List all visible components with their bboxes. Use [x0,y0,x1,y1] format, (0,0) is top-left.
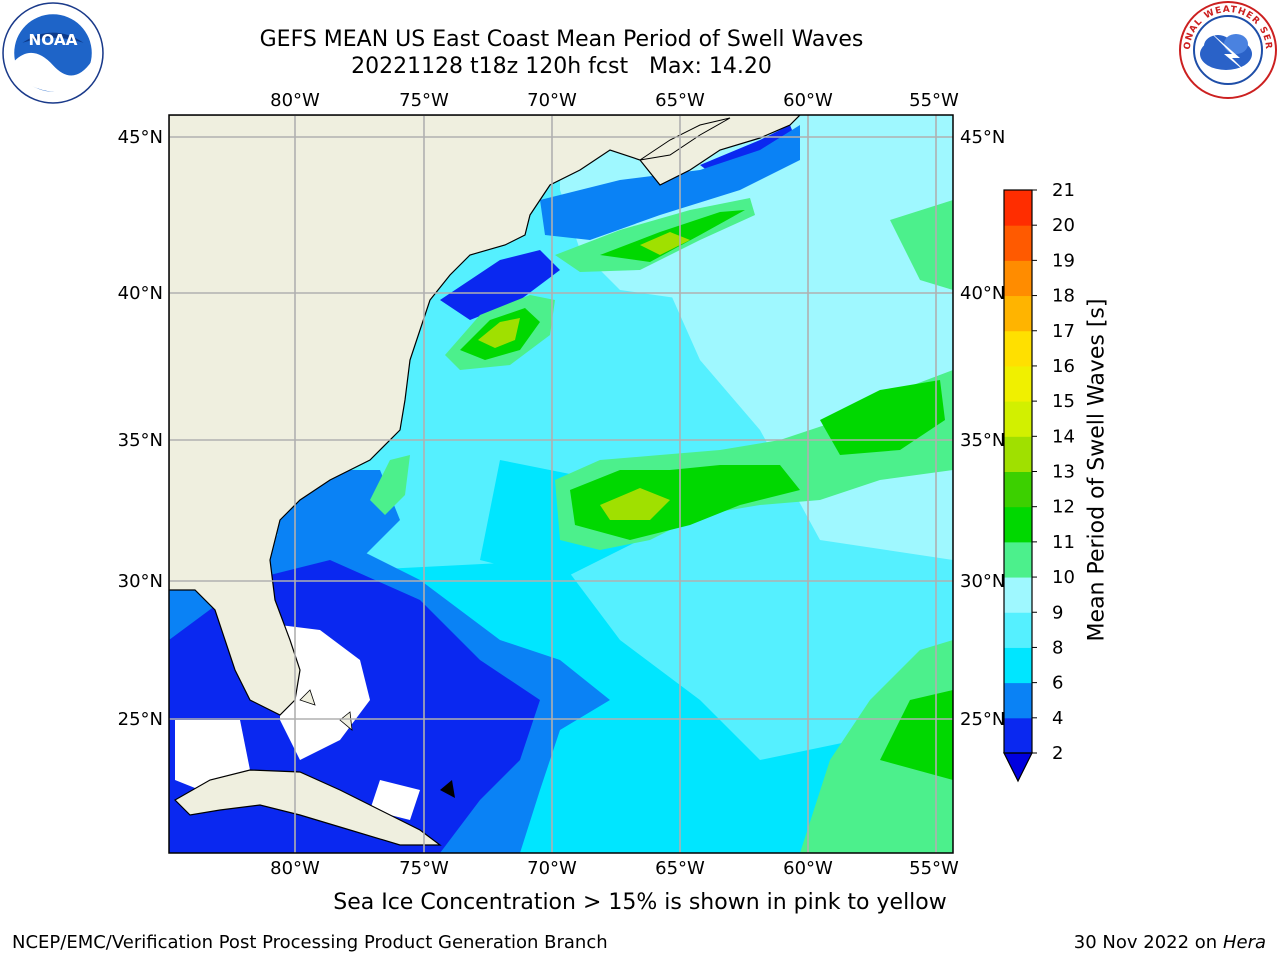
colorbar-segment [1004,647,1032,684]
lat-label: 35°N [118,430,163,451]
colorbar-segment [1004,717,1032,754]
lat-label: 30°N [960,571,1005,592]
cuba-shelf [175,720,250,790]
colorbar-segment [1004,330,1032,367]
lon-label: 70°W [527,858,577,879]
colorbar-segment [1004,401,1032,437]
colorbar-segment [1004,225,1032,261]
lon-label: 55°W [909,90,959,111]
lon-label: 65°W [655,858,705,879]
lon-labels-top: 80°W 75°W 70°W 65°W 60°W 55°W [270,90,959,111]
region-10s-se [800,640,953,853]
colorbar-extend-arrow [1003,752,1033,783]
colorbar-tick-label: 2 [1052,743,1063,764]
region-10s-coast [370,455,410,515]
region-11s-east [820,380,945,455]
colorbar-segment [1004,682,1032,719]
colorbar: 2 4 6 8 9 10 11 12 13 14 15 16 17 18 19 20 21 [1003,180,1075,783]
colorbar-tick-label: 13 [1052,462,1075,483]
colorbar-segment [1004,577,1032,613]
shelf-patch [370,780,420,820]
colorbar-tick-label: 17 [1052,321,1075,342]
map-field [169,115,953,853]
colorbar-tick-label: 21 [1052,180,1075,201]
region-2s-north [440,250,560,320]
colorbar-segment [1004,190,1032,226]
region-10s-ne [890,200,953,290]
footer-date-text: 30 Nov 2022 on [1073,932,1218,953]
lat-label: 25°N [960,709,1005,730]
colorbar-segment [1004,612,1032,648]
lat-labels-left: 45°N 40°N 35°N 30°N 25°N [118,127,163,730]
footer-date: 30 Nov 2022 on Hera [1074,932,1266,953]
lon-label: 70°W [527,90,577,111]
colorbar-segment [1004,506,1032,543]
chart-title: GEFS MEAN US East Coast Mean Period of S… [259,27,864,52]
lon-label: 80°W [270,90,320,111]
nws-logo: NATIONAL WEATHER SERVICE [1178,0,1277,99]
colorbar-tick-label: 20 [1052,215,1075,236]
region-13s-north [640,232,690,255]
lat-label: 30°N [118,571,163,592]
colorbar-tick-label: 12 [1052,497,1075,518]
lon-label: 75°W [399,858,449,879]
region-11s-se [880,690,953,780]
lat-label: 40°N [960,283,1005,304]
colorbar-tick-label: 16 [1052,356,1075,377]
colorbar-tick-label: 19 [1052,250,1075,271]
region-4s-north [540,125,800,240]
colorbar-segment [1004,541,1032,578]
map-frame [168,114,954,854]
lon-label: 65°W [655,90,705,111]
sea-ice-caption: Sea Ice Concentration > 15% is shown in … [333,890,947,915]
footer-machine: Hera [1222,932,1266,953]
region-4s-coast [270,470,400,560]
footer-credit: NCEP/EMC/Verification Post Processing Pr… [12,932,608,953]
colorbar-tick-label: 11 [1052,532,1075,553]
lat-labels-right: 45°N 40°N 35°N 30°N 25°N [960,127,1005,730]
north-america-land [169,115,801,716]
colorbar-segment [1004,260,1032,297]
region-13s-32n [600,488,670,520]
chart-subtitle: 20221128 t18z 120h fcst Max: 14.20 [351,54,772,79]
region-11s-32n [570,465,800,540]
lon-label: 80°W [270,858,320,879]
colorbar-tick-label: 6 [1052,673,1063,694]
colorbar-tick-label: 14 [1052,426,1075,447]
lon-labels-bottom: 80°W 75°W 70°W 65°W 60°W 55°W [270,858,959,879]
colorbar-segment [1004,436,1032,472]
lat-label: 45°N [960,127,1005,148]
colorbar-segment [1004,471,1032,508]
lat-label: 35°N [960,430,1005,451]
lon-label: 75°W [399,90,449,111]
colorbar-tick-label: 4 [1052,708,1063,729]
noaa-logo-text: NOAA [28,31,77,49]
lon-label: 60°W [783,90,833,111]
colorbar-segment [1004,295,1032,332]
colorbar-tick-label: 15 [1052,391,1075,412]
cuba-land [174,769,442,846]
lon-label: 60°W [783,858,833,879]
colorbar-tick-label: 8 [1052,637,1063,658]
lon-label: 55°W [909,858,959,879]
nova-scotia [639,117,731,161]
lat-label: 40°N [118,283,163,304]
caribbean-island [440,780,455,798]
bahamas-island [299,689,316,706]
colorbar-tick-label: 9 [1052,602,1063,623]
bahamas-island [339,711,353,731]
colorbar-label-text: Mean Period of Swell Waves [s] [1084,298,1110,642]
graticule [169,115,953,853]
lat-label: 45°N [118,127,163,148]
region-13s-38n [478,318,520,348]
colorbar-segment [1004,365,1032,402]
colorbar-tick-label: 18 [1052,286,1075,307]
colorbar-tick-label: 10 [1052,567,1075,588]
lat-label: 25°N [118,709,163,730]
noaa-logo: NOAA [2,2,104,104]
